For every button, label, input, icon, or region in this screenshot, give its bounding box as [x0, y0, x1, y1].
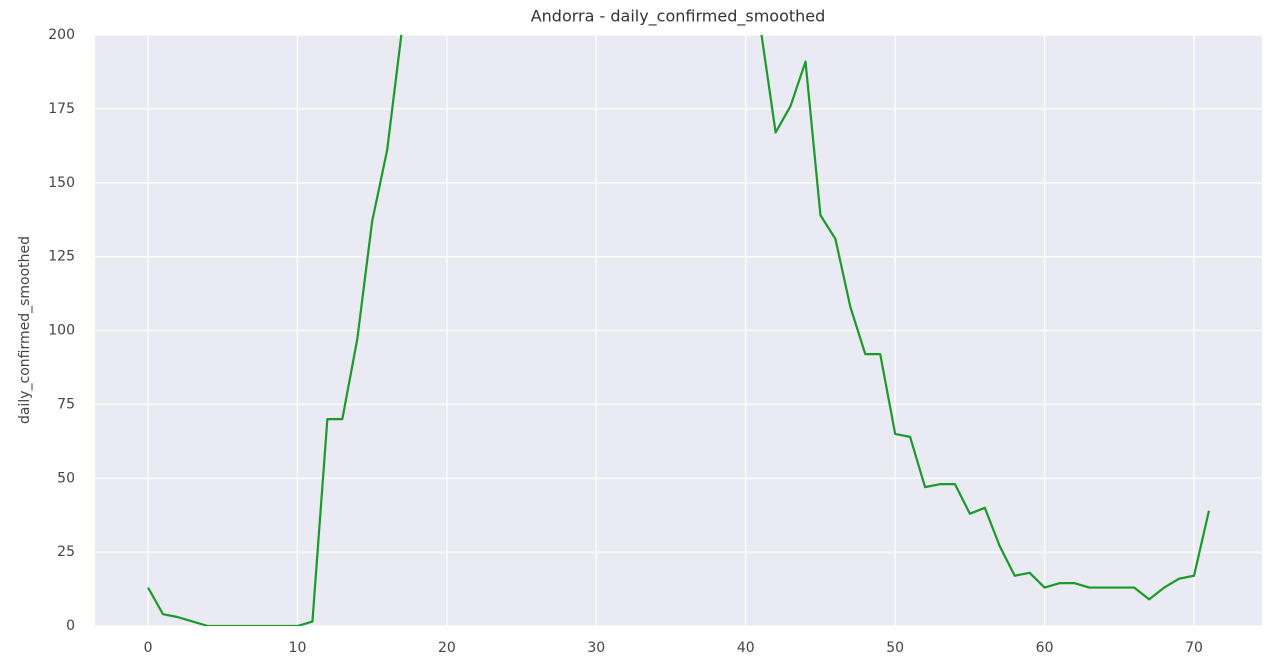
- y-tick-label: 200: [48, 27, 75, 43]
- line: [147, 35, 1211, 626]
- x-tick-label: 20: [438, 640, 456, 656]
- x-tick-label: 60: [1036, 640, 1054, 656]
- x-tick-label: 70: [1185, 640, 1203, 656]
- plot-area: [147, 35, 1211, 626]
- chart-title: Andorra - daily_confirmed_smoothed: [531, 7, 826, 27]
- x-tick-label: 0: [144, 640, 153, 656]
- y-tick-label: 125: [48, 249, 75, 265]
- y-tick-label: 0: [66, 618, 75, 634]
- x-tick-label: 30: [587, 640, 605, 656]
- x-tick-label: 10: [289, 640, 307, 656]
- y-tick-label: 100: [48, 323, 75, 339]
- y-tick-label: 50: [57, 470, 75, 486]
- grid: [95, 34, 1262, 627]
- y-tick-label: 75: [57, 396, 75, 412]
- y-tick-label: 175: [48, 101, 75, 117]
- x-tick-label: 40: [737, 640, 755, 656]
- y-tick-label: 150: [48, 175, 75, 191]
- x-tick-label: 50: [886, 640, 904, 656]
- y-axis-label: daily_confirmed_smoothed: [17, 236, 33, 424]
- y-tick-label: 25: [57, 544, 75, 560]
